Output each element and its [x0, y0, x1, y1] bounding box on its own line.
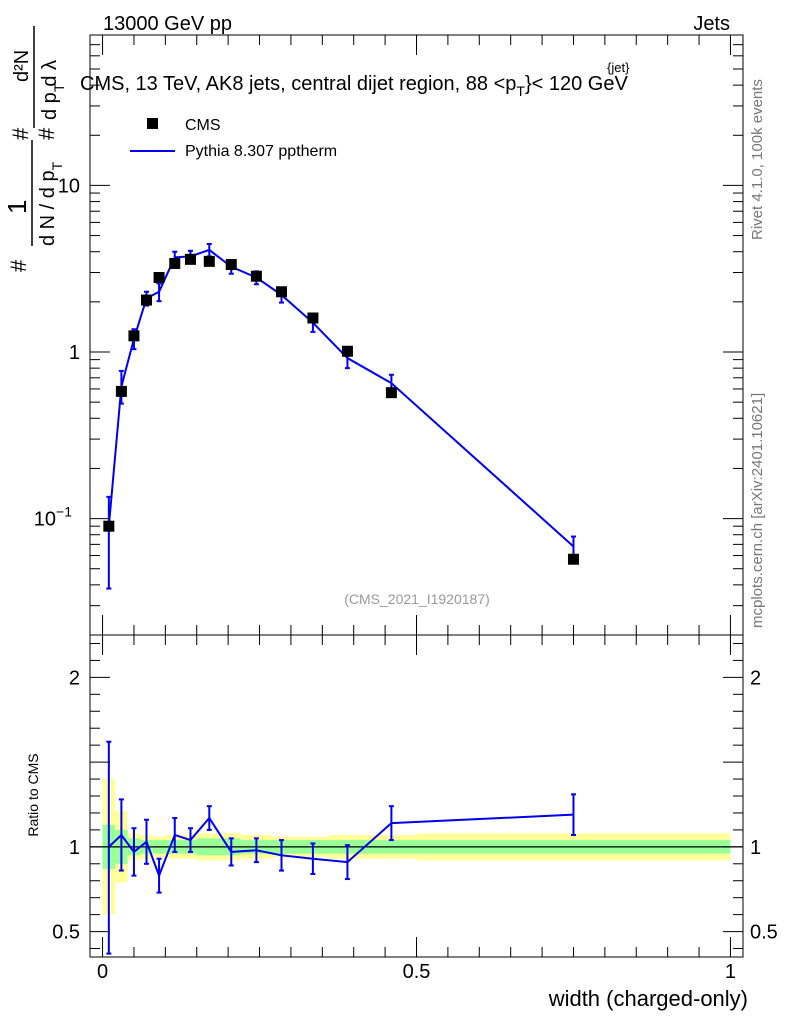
cms-data-point: [153, 272, 165, 284]
x-tick-label: 0.5: [403, 961, 431, 983]
x-axis-label: width (charged-only): [548, 986, 748, 1011]
cms-data-point: [141, 294, 153, 306]
ratio-panel-frame: [89, 634, 744, 958]
ratio-tick-labels: 0.5 0.5 1 1 2 2 0 0.5 1: [52, 667, 778, 983]
cms-data-point: [385, 387, 397, 399]
main-panel: 10−1 1 10 CMS, 13 TeV, AK8 jets, central d…: [2, 26, 744, 636]
cms-data-point: [169, 257, 181, 269]
ratio-y-axis-label: Ratio to CMS: [25, 753, 41, 836]
main-y-tick-label: 10: [58, 175, 80, 197]
title-main: CMS, 13 TeV, AK8 jets, central dijet reg…: [80, 73, 516, 95]
ratio-y-tick-label-left: 2: [69, 667, 80, 689]
rivet-version-label: Rivet 4.1.0, 100k events: [749, 79, 766, 240]
cms-data-point: [567, 553, 579, 565]
svg-text:d p d λ: d p d λ: [39, 60, 61, 120]
ylabel-denominator: d N / d p: [37, 170, 59, 246]
x-tick-label: 1: [725, 961, 736, 983]
cms-data-point: [128, 330, 140, 342]
beam-label: 13000 GeV pp: [103, 13, 232, 35]
cms-data-point: [184, 253, 196, 265]
group-label: Jets: [693, 13, 730, 35]
ratio-axis-ticks: [90, 635, 743, 957]
cms-data-point: [341, 345, 353, 357]
ylabel-dp-dlambda: d p d λ: [39, 60, 61, 120]
ratio-y-tick-label-right: 0.5: [750, 922, 778, 944]
cms-data-point: [250, 270, 262, 282]
pythia-line: [107, 248, 575, 548]
ratio-panel: 0.5 0.5 1 1 2 2 0 0.5 1 Ratio to CMS width (char…: [25, 634, 778, 1011]
legend-label-cms: CMS: [185, 117, 221, 134]
plot-title: CMS, 13 TeV, AK8 jets, central dijet reg…: [80, 60, 630, 99]
svg-text:CMS, 13 TeV, AK8 jets, central: CMS, 13 TeV, AK8 jets, central dijet reg…: [80, 73, 628, 99]
title-superscript: {jet}: [607, 60, 630, 75]
mcplots-label: mcplots.cern.ch [arXiv:2401.10621]: [749, 393, 766, 628]
cms-data-point: [225, 259, 237, 271]
ylabel-hash-3: #: [8, 127, 33, 140]
ratio-y-tick-label-left: 1: [69, 837, 80, 859]
ratio-y-tick-label-right: 1: [750, 837, 761, 859]
legend-label-pythia: Pythia 8.307 pptherm: [185, 143, 337, 160]
main-y-axis-label: # 1 d N / d pT # d²N # d p d λ T: [2, 26, 67, 272]
ylabel-hash-1: #: [6, 259, 31, 272]
legend-marker-cms: [147, 118, 158, 129]
analysis-tag: (CMS_2021_I1920187): [344, 591, 490, 607]
ylabel-one: 1: [2, 200, 32, 214]
cms-data-point: [203, 255, 215, 267]
main-y-tick-label: 1: [69, 342, 80, 364]
main-y-tick-label: 10−1: [34, 504, 72, 531]
ratio-y-tick-label-right: 2: [750, 667, 761, 689]
ylabel-d2n: d²N: [11, 50, 33, 82]
ylabel-dp-sub: T: [51, 83, 67, 92]
cms-data-point: [103, 520, 115, 532]
svg-text:d N / d pT: d N / d pT: [37, 161, 65, 246]
title-subscript: T: [516, 83, 525, 99]
title-tail: }< 120 GeV: [525, 73, 629, 95]
cms-data-point: [276, 286, 288, 298]
ratio-y-tick-label-left: 0.5: [52, 922, 80, 944]
ylabel-hash-2: #: [34, 127, 59, 140]
main-axis-ticks: [90, 34, 743, 636]
ylabel-denominator-sub: T: [49, 161, 65, 170]
x-tick-label: 0: [97, 961, 108, 983]
ratio-series-layer: [106, 740, 576, 955]
legend: CMS Pythia 8.307 pptherm: [130, 117, 337, 160]
main-y-tick-labels: 10−1 1 10: [34, 175, 80, 530]
cms-data-point: [307, 312, 319, 324]
cms-data-point: [115, 385, 127, 397]
main-series-layer: [103, 243, 579, 590]
